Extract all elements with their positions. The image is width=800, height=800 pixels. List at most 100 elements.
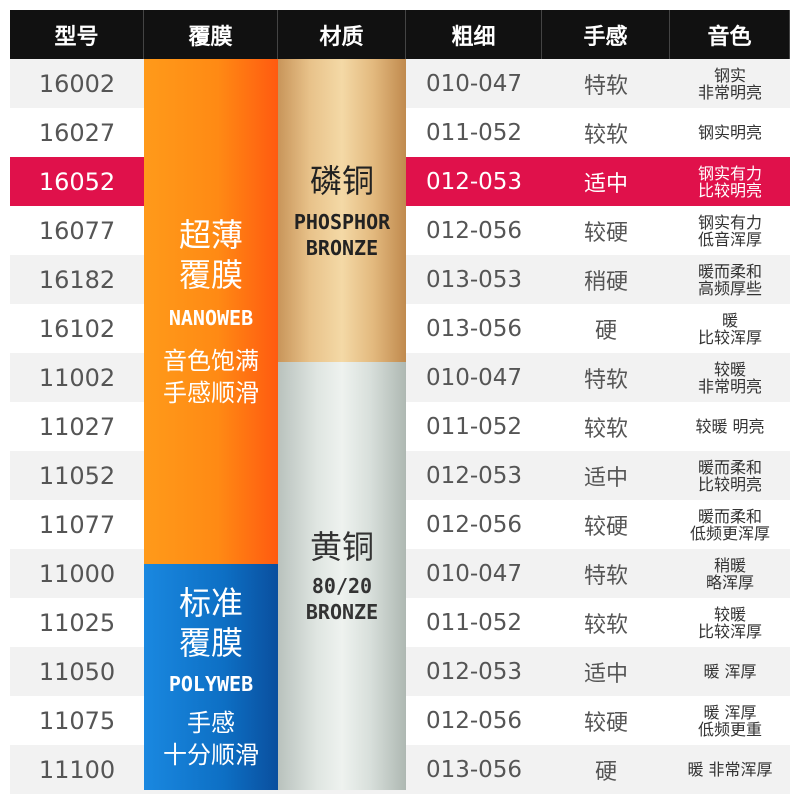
feel-cell: 较软 bbox=[583, 122, 628, 148]
tone-cell: 暖 浑厚 bbox=[670, 647, 790, 696]
gauge-cell: 013-056 bbox=[425, 315, 523, 342]
model-cell: 11075 bbox=[38, 706, 116, 735]
tone-cell: 钢实有力 比较明亮 bbox=[670, 157, 790, 206]
tone-cell: 钢实明亮 bbox=[670, 108, 790, 157]
feel-cell: 特软 bbox=[583, 367, 628, 393]
tone-cell: 较暖 比较浑厚 bbox=[670, 598, 790, 647]
material-phosphor-en-2: BRONZE bbox=[305, 235, 379, 260]
model-cell: 16052 bbox=[38, 167, 116, 196]
material-brass-block: 黄铜 80/20 BRONZE bbox=[278, 362, 406, 790]
coating-nanoweb-title-2: 覆膜 bbox=[178, 255, 243, 294]
tone-cell: 暖 浑厚 低频更重 bbox=[670, 696, 790, 745]
tone-line: 较暖 明亮 bbox=[695, 417, 765, 436]
tone-line: 暖 非常浑厚 bbox=[687, 760, 773, 779]
model-cell: 11077 bbox=[38, 510, 116, 539]
tone-line: 低频更浑厚 bbox=[689, 523, 770, 543]
header-feel: 手感 bbox=[542, 10, 670, 59]
gauge-cell: 011-052 bbox=[425, 609, 523, 636]
feel-cell: 硬 bbox=[594, 318, 617, 344]
model-cell: 16002 bbox=[38, 69, 116, 98]
model-cell: 16077 bbox=[38, 216, 116, 245]
header-material: 材质 bbox=[278, 10, 406, 59]
tone-cell: 暖 非常浑厚 bbox=[670, 745, 790, 794]
tone-line: 较暖 bbox=[713, 604, 746, 624]
gauge-cell: 013-056 bbox=[425, 756, 523, 783]
material-phosphor-en-1: PHOSPHOR bbox=[293, 209, 391, 234]
model-cell: 16027 bbox=[38, 118, 116, 147]
gauge-cell: 012-056 bbox=[425, 217, 523, 244]
tone-line: 比较明亮 bbox=[697, 180, 762, 200]
coating-polyweb-title-1: 标准 bbox=[178, 584, 243, 622]
gauge-cell: 011-052 bbox=[425, 119, 523, 146]
tone-cell: 较暖 明亮 bbox=[670, 402, 790, 451]
tone-line: 暖而柔和 bbox=[697, 261, 762, 281]
tone-cell: 暖而柔和 比较明亮 bbox=[670, 451, 790, 500]
model-cell: 11027 bbox=[38, 412, 116, 441]
coating-nanoweb-en: NANOWEB bbox=[168, 305, 254, 330]
model-cell: 11100 bbox=[38, 755, 116, 784]
header-model: 型号 bbox=[10, 10, 144, 59]
tone-line: 略浑厚 bbox=[705, 572, 754, 592]
feel-cell: 特软 bbox=[583, 73, 628, 99]
gauge-cell: 012-056 bbox=[425, 511, 523, 538]
tone-line: 非常明亮 bbox=[697, 82, 762, 102]
tone-line: 低频更重 bbox=[697, 719, 762, 739]
tone-cell: 暖比较浑厚 bbox=[670, 304, 790, 353]
material-phosphor-cn: 磷铜 bbox=[309, 161, 374, 200]
coating-nanoweb-block: 超薄 覆膜 NANOWEB 音色饱满 手感顺滑 bbox=[144, 59, 278, 564]
coating-polyweb-title-2: 覆膜 bbox=[178, 624, 243, 662]
tone-line: 钢实有力 bbox=[697, 212, 762, 232]
header-coating: 覆膜 bbox=[144, 10, 278, 59]
tone-line: 比较明亮 bbox=[697, 474, 762, 494]
tone-cell: 较暖 非常明亮 bbox=[670, 353, 790, 402]
tone-line: 非常明亮 bbox=[697, 376, 762, 396]
header-gauge: 粗细 bbox=[406, 10, 542, 59]
coating-polyweb-desc-2: 十分顺滑 bbox=[163, 741, 259, 769]
feel-cell: 较硬 bbox=[583, 514, 628, 540]
coating-polyweb-en: POLYWEB bbox=[168, 672, 254, 696]
tone-cell: 钢实 非常明亮 bbox=[670, 59, 790, 108]
model-cell: 16102 bbox=[38, 314, 116, 343]
model-cell: 16182 bbox=[38, 265, 116, 294]
feel-cell: 适中 bbox=[583, 661, 628, 687]
coating-polyweb-desc-1: 手感 bbox=[187, 709, 235, 737]
tone-line: 暖 浑厚 bbox=[703, 702, 757, 722]
tone-line: 钢实明亮 bbox=[697, 123, 762, 142]
material-brass-cn: 黄铜 bbox=[309, 528, 374, 566]
tone-line: 暖而柔和 bbox=[697, 506, 762, 526]
tone-line: 比较浑厚 bbox=[697, 621, 762, 641]
gauge-cell: 010-047 bbox=[425, 364, 523, 391]
material-brass-en-2: BRONZE bbox=[305, 600, 379, 624]
tone-line: 低音浑厚 bbox=[697, 229, 762, 249]
gauge-cell: 010-047 bbox=[425, 70, 523, 97]
feel-cell: 较硬 bbox=[583, 710, 628, 736]
coating-nanoweb-desc-2: 手感顺滑 bbox=[163, 378, 259, 407]
model-cell: 11002 bbox=[38, 363, 116, 392]
header-tone: 音色 bbox=[670, 10, 790, 59]
model-cell: 11050 bbox=[38, 657, 116, 686]
gauge-cell: 012-056 bbox=[425, 707, 523, 734]
coating-nanoweb-title-1: 超薄 bbox=[178, 215, 243, 254]
gauge-cell: 012-053 bbox=[425, 462, 523, 489]
tone-cell: 暖而柔和 低频更浑厚 bbox=[670, 500, 790, 549]
feel-cell: 适中 bbox=[583, 171, 628, 197]
feel-cell: 稍硬 bbox=[583, 269, 628, 295]
tone-cell: 稍暖 略浑厚 bbox=[670, 549, 790, 598]
gauge-cell: 013-053 bbox=[425, 266, 523, 293]
feel-cell: 硬 bbox=[594, 759, 617, 785]
tone-line: 比较浑厚 bbox=[697, 327, 762, 347]
gauge-cell: 012-053 bbox=[425, 168, 523, 195]
material-phosphor-block: 磷铜 PHOSPHOR BRONZE bbox=[278, 59, 406, 362]
model-cell: 11000 bbox=[38, 559, 116, 588]
feel-cell: 适中 bbox=[583, 465, 628, 491]
tone-line: 暖 浑厚 bbox=[703, 662, 757, 681]
feel-cell: 较软 bbox=[583, 612, 628, 638]
feel-cell: 较软 bbox=[583, 416, 628, 442]
tone-cell: 暖而柔和 高频厚些 bbox=[670, 255, 790, 304]
tone-line: 较暖 bbox=[713, 359, 746, 379]
tone-line: 稍暖 bbox=[713, 555, 746, 575]
material-brass-en-1: 80/20 bbox=[311, 574, 373, 598]
gauge-cell: 012-053 bbox=[425, 658, 523, 685]
coating-polyweb-block: 标准 覆膜 POLYWEB 手感 十分顺滑 bbox=[144, 564, 278, 790]
tone-line: 暖而柔和 bbox=[697, 457, 762, 477]
